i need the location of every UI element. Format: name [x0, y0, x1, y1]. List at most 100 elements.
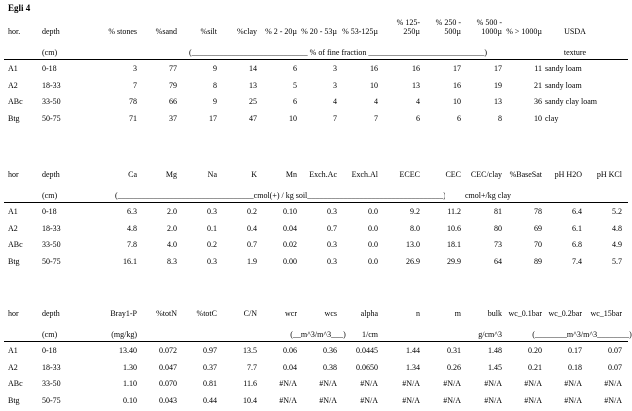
table-cell: Btg [8, 113, 20, 123]
table-cell: 10.4 [243, 395, 257, 405]
unit-label: (cm) [42, 330, 58, 339]
column-header: Mg [165, 170, 177, 179]
unit-label: (cm) [42, 191, 58, 200]
column-header: C/N [243, 309, 257, 318]
table-cell: 0.37 [203, 362, 217, 372]
table-cell: sandy clay loam [545, 97, 597, 106]
table-cell: 1.9 [247, 256, 257, 266]
table-cell: 16 [412, 64, 420, 73]
table-cell: 13.0 [406, 240, 420, 249]
table-cell: sandy loam [545, 80, 582, 90]
unit-label: (mg/kg) [111, 330, 137, 339]
table-cell: #N/A [279, 379, 297, 388]
table-cell: 0.17 [568, 346, 582, 355]
table-cell: Btg [8, 256, 20, 266]
table-cell: 79 [169, 80, 177, 90]
table-cell: 0.047 [159, 362, 177, 372]
table-cell: 0.18 [568, 362, 582, 372]
table-cell: 11.2 [447, 207, 461, 216]
table-cell: 0.7 [247, 240, 257, 249]
table-cell: 0.36 [323, 346, 337, 355]
table-cell: 26.9 [406, 256, 420, 266]
table-cell: A2 [8, 223, 18, 233]
table-cell: #N/A [360, 395, 378, 405]
table-cell: 11.6 [243, 379, 257, 388]
header-rule [4, 341, 628, 342]
table-cell: 50-75 [42, 395, 61, 405]
header-rule [4, 202, 628, 203]
table-cell: 0.97 [203, 346, 217, 355]
table-cell: 6.3 [127, 207, 137, 216]
table-cell: 0.0445 [356, 346, 378, 355]
column-header: n [416, 309, 420, 318]
table-cell: 0.043 [159, 395, 177, 405]
table-cell: 47 [249, 113, 257, 123]
unit-label: (________m^3/m^3________) [532, 330, 632, 339]
column-header: wc_15bar [590, 309, 622, 318]
table-cell: #N/A [484, 395, 502, 405]
table-cell: 0.0650 [356, 362, 378, 372]
table-cell: 10 [534, 113, 542, 123]
table-cell: 9.2 [410, 207, 420, 216]
column-header: %sand [155, 27, 177, 36]
column-header: %silt [200, 27, 217, 36]
table-cell: 4.8 [612, 223, 622, 233]
table-cell: 0.1 [207, 223, 217, 233]
table-cell: 8 [498, 113, 502, 123]
table-cell: 71 [129, 113, 137, 123]
column-header: Bray1-P [110, 309, 137, 318]
table-cell: #N/A [402, 379, 420, 388]
table-cell: 0.02 [283, 240, 297, 249]
table-cell: 13.40 [119, 346, 137, 355]
unit-label: (__________________________________cmol(… [115, 191, 445, 200]
table-cell: 7 [333, 113, 337, 123]
table-cell: 64 [494, 256, 502, 266]
table-cell: 13.5 [243, 346, 257, 355]
table-cell: 0.072 [159, 346, 177, 355]
table-cell: 25 [249, 97, 257, 106]
table-cell: #N/A [564, 379, 582, 388]
unit-label: (_____________________________ % of fine… [189, 48, 487, 57]
table-cell: 18-33 [42, 362, 61, 372]
table-cell: 1.44 [406, 346, 420, 355]
table-cell: #N/A [604, 395, 622, 405]
table-cell: 4.9 [612, 240, 622, 249]
table-cell: 0.0 [368, 207, 378, 216]
table-cell: 0.06 [283, 346, 297, 355]
table-cell: 8 [213, 80, 217, 90]
table-cell: 37 [169, 113, 177, 123]
table-cell: 0.2 [207, 240, 217, 249]
table-cell: 7.4 [572, 256, 582, 266]
table-cell: 33-50 [42, 97, 61, 106]
table-cell: 4.0 [167, 240, 177, 249]
table-cell: 1.48 [488, 346, 502, 355]
table-cell: 2.0 [167, 223, 177, 233]
table-cell: 1.34 [406, 362, 420, 372]
table-cell: 6.4 [572, 207, 582, 216]
table-cell: 73 [494, 240, 502, 249]
table-cell: 0.38 [323, 362, 337, 372]
table-cell: 1.30 [123, 362, 137, 372]
table-cell: #N/A [604, 379, 622, 388]
table-cell: 10.6 [447, 223, 461, 233]
table-cell: 18-33 [42, 80, 61, 90]
table-cell: 4 [333, 97, 337, 106]
table-cell: 69 [534, 223, 542, 233]
column-header: wc_0.1bar [508, 309, 542, 318]
table-cell: 5 [293, 80, 297, 90]
column-header: Mn [285, 170, 297, 179]
unit-label: 1/cm [362, 330, 378, 339]
table-cell: 3 [333, 64, 337, 73]
table-cell: 33-50 [42, 240, 61, 249]
table-cell: 0.3 [207, 256, 217, 266]
table-cell: 36 [534, 97, 542, 106]
table-cell: 81 [494, 207, 502, 216]
table-cell: 10 [453, 97, 461, 106]
table-cell: 0.10 [283, 207, 297, 216]
column-header: m [454, 309, 461, 318]
column-header: % 500 - 1000µ [476, 18, 502, 36]
table-cell: 17 [209, 113, 217, 123]
table-cell: #N/A [564, 395, 582, 405]
table-cell: 77 [169, 64, 177, 73]
table-cell: 0.26 [447, 362, 461, 372]
